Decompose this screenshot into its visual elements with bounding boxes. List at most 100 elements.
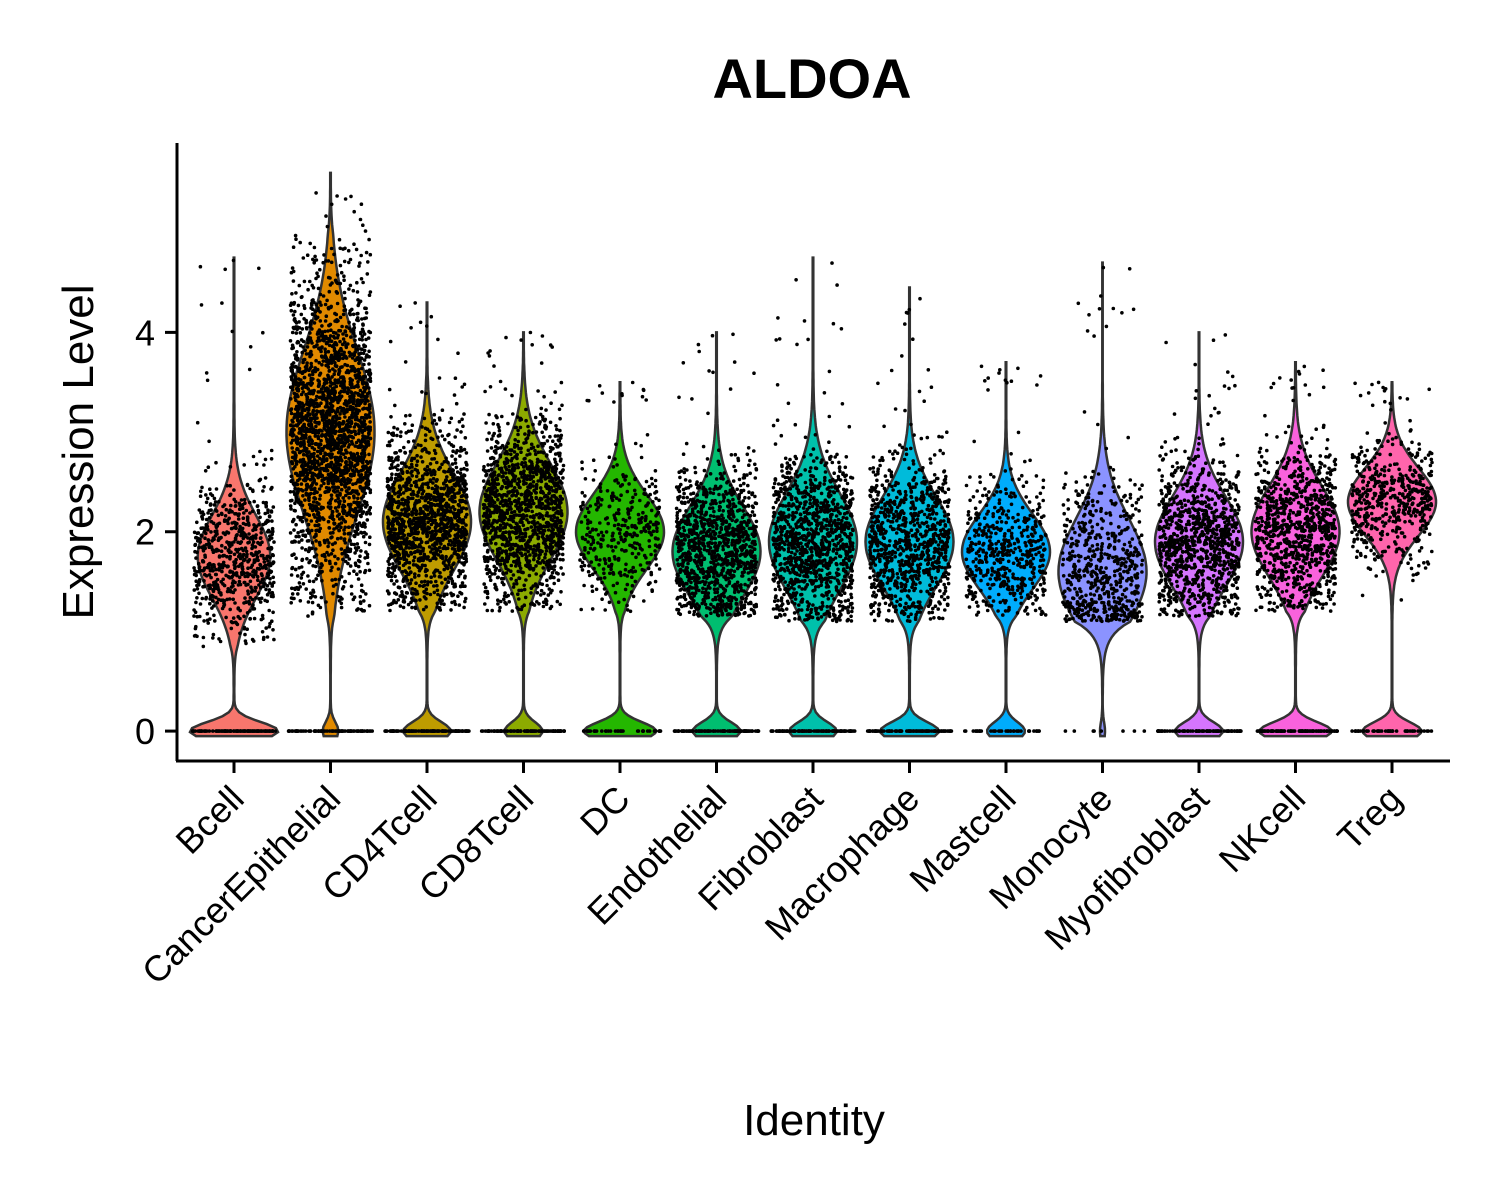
point-CD4Tcell [409, 600, 413, 605]
point-CD4Tcell [418, 584, 422, 588]
point-Bcell [270, 519, 274, 523]
point-CancerEpithelial [361, 382, 365, 386]
point-CD8Tcell [479, 729, 484, 733]
point-Bcell [257, 266, 261, 271]
point-CD4Tcell [416, 558, 421, 563]
point-Bcell [215, 547, 219, 552]
point-CancerEpithelial [344, 466, 349, 470]
point-CancerEpithelial [298, 420, 303, 424]
point-CD4Tcell [443, 536, 447, 540]
point-CD4Tcell [442, 497, 446, 502]
point-Bcell [193, 542, 198, 547]
point-CancerEpithelial [298, 240, 303, 245]
point-CancerEpithelial [314, 547, 318, 551]
point-CancerEpithelial [364, 485, 369, 490]
point-Bcell [194, 600, 198, 605]
point-Bcell [238, 556, 243, 561]
point-CD4Tcell [426, 485, 431, 490]
point-CancerEpithelial [318, 497, 322, 501]
point-CancerEpithelial [310, 369, 315, 374]
point-CD4Tcell [398, 304, 402, 309]
point-CancerEpithelial [300, 557, 305, 562]
point-CancerEpithelial [350, 468, 355, 473]
point-CancerEpithelial [328, 377, 332, 382]
point-CancerEpithelial [353, 358, 358, 363]
point-Bcell [241, 729, 246, 733]
point-CD4Tcell [438, 429, 443, 433]
violin-Bcell [188, 256, 280, 738]
point-CancerEpithelial [363, 568, 368, 573]
point-CancerEpithelial [312, 535, 317, 539]
point-CancerEpithelial [317, 338, 322, 343]
point-CD4Tcell [442, 544, 447, 549]
point-CD4Tcell [463, 488, 467, 493]
point-Bcell [192, 566, 196, 570]
point-CancerEpithelial [322, 481, 326, 486]
point-CancerEpithelial [341, 496, 346, 500]
point-Bcell [197, 591, 201, 596]
point-CancerEpithelial [300, 295, 304, 299]
point-CD4Tcell [398, 449, 402, 453]
point-CancerEpithelial [353, 546, 358, 550]
point-Bcell [196, 536, 201, 541]
point-Bcell [211, 604, 216, 608]
point-CancerEpithelial [327, 369, 332, 373]
point-CancerEpithelial [356, 418, 360, 422]
point-CancerEpithelial [351, 288, 356, 293]
point-CD4Tcell [456, 553, 460, 557]
point-CancerEpithelial [335, 273, 340, 277]
point-CancerEpithelial [340, 324, 344, 329]
point-CancerEpithelial [326, 446, 330, 450]
point-CD8Tcell [485, 608, 490, 613]
point-CancerEpithelial [296, 303, 301, 308]
point-CD4Tcell [392, 527, 397, 531]
point-CancerEpithelial [316, 274, 320, 279]
point-Bcell [264, 504, 269, 509]
point-CancerEpithelial [319, 729, 324, 733]
point-CancerEpithelial [297, 534, 301, 539]
point-CD4Tcell [401, 522, 406, 526]
point-CD4Tcell [420, 460, 425, 464]
point-CancerEpithelial [367, 390, 372, 395]
point-Bcell [220, 543, 224, 548]
point-CD4Tcell [401, 548, 406, 553]
point-CancerEpithelial [324, 314, 329, 319]
point-CD4Tcell [442, 513, 447, 518]
point-CancerEpithelial [359, 253, 364, 258]
violin-Macrophage [864, 286, 955, 738]
point-CancerEpithelial [324, 465, 329, 470]
point-CancerEpithelial [311, 377, 315, 381]
point-CancerEpithelial [353, 343, 357, 348]
point-CancerEpithelial [311, 564, 315, 568]
point-CD4Tcell [428, 518, 433, 522]
point-CD8Tcell [555, 427, 559, 432]
point-CancerEpithelial [328, 401, 333, 406]
point-CancerEpithelial [312, 345, 316, 349]
point-CancerEpithelial [338, 396, 343, 400]
point-Bcell [193, 610, 198, 614]
point-CancerEpithelial [354, 481, 358, 486]
point-CD4Tcell [422, 519, 426, 524]
point-CD4Tcell [445, 566, 450, 571]
point-CancerEpithelial [349, 335, 353, 339]
point-Bcell [226, 521, 230, 526]
point-Bcell [243, 632, 247, 637]
point-CancerEpithelial [302, 470, 306, 475]
point-CancerEpithelial [333, 389, 337, 394]
point-Bcell [221, 531, 226, 535]
point-CancerEpithelial [307, 579, 312, 583]
point-CancerEpithelial [352, 397, 356, 402]
point-Bcell [251, 534, 255, 539]
point-CD4Tcell [463, 529, 468, 534]
point-CancerEpithelial [314, 539, 318, 543]
point-Bcell [197, 508, 202, 512]
point-Bcell [250, 597, 255, 602]
point-CD4Tcell [437, 416, 442, 420]
point-Bcell [205, 611, 210, 616]
point-CD4Tcell [410, 605, 414, 610]
point-CD4Tcell [388, 443, 392, 448]
point-CancerEpithelial [293, 567, 298, 572]
point-CancerEpithelial [363, 229, 368, 233]
point-CancerEpithelial [308, 366, 313, 371]
point-Bcell [252, 523, 256, 527]
